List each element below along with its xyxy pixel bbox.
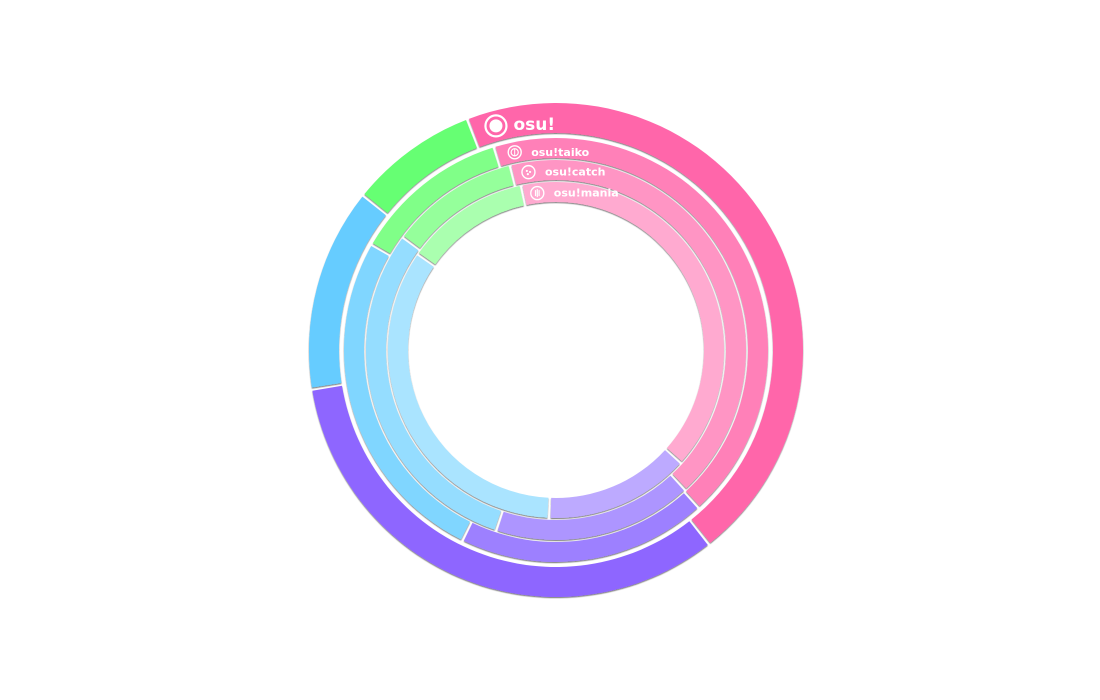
ring-2 [343,138,768,562]
ring-2-segment-4[interactable] [372,147,499,254]
ring-4 [388,182,724,518]
ruleset-label-1[interactable]: osu! [484,114,555,138]
ruleset-name: osu!catch [545,166,606,179]
ring-3-segment-4[interactable] [404,166,514,248]
ruleset-name: osu! [513,115,555,135]
osu-taiko-icon [507,145,522,160]
rings-layer [309,102,804,597]
ring-1 [309,102,804,597]
osu-standard-icon [484,114,508,138]
ring-3-segment-1[interactable] [511,160,747,489]
ring-3 [365,160,747,541]
osu-catch-icon [521,164,536,180]
ring-2-segment-3[interactable] [343,246,470,540]
ruleset-label-2[interactable]: osu!taiko [507,145,590,160]
osu-mania-icon [530,185,545,201]
ruleset-label-4[interactable]: osu!mania [530,185,619,201]
ring-4-segment-2[interactable] [550,450,680,518]
ring-4-segment-1[interactable] [522,182,724,462]
ring-2-segment-2[interactable] [463,493,698,562]
ruleset-name: osu!mania [554,187,619,200]
ring-4-segment-4[interactable] [418,186,524,265]
ruleset-name: osu!taiko [531,146,589,159]
ring-4-segment-3[interactable] [388,255,549,518]
ring-3-segment-2[interactable] [497,475,684,541]
labels-layer: osu! osu!taiko osu!catch osu!mania [484,114,619,201]
ring-3-segment-3[interactable] [365,238,501,530]
ruleset-label-3[interactable]: osu!catch [521,164,606,180]
ring-1-segment-3[interactable] [309,196,386,388]
ring-1-segment-2[interactable] [312,385,708,597]
ring-1-segment-4[interactable] [364,119,477,214]
